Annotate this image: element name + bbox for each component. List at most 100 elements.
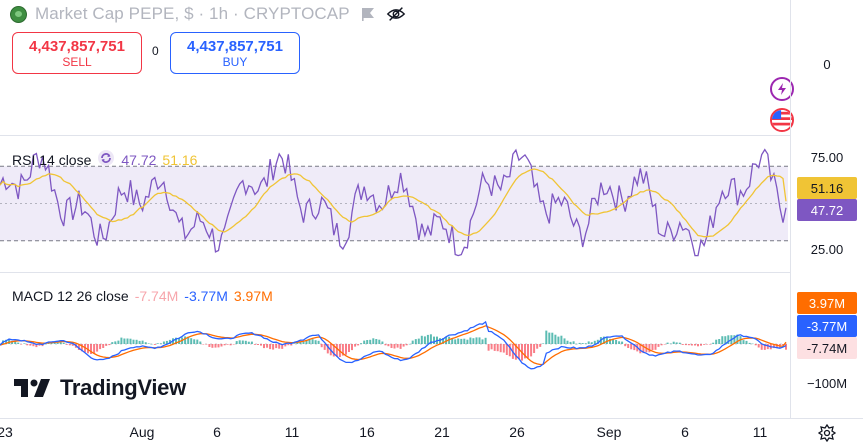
histogram-bar (408, 343, 411, 345)
histogram-bar (439, 338, 441, 344)
histogram-bar (466, 339, 469, 344)
histogram-bar (269, 344, 272, 350)
histogram-bar (220, 344, 223, 347)
tradingview-text: TradingView (60, 375, 186, 400)
xtick-26: 26 (509, 424, 525, 440)
histogram-bar (11, 341, 14, 344)
refresh-icon[interactable] (97, 149, 115, 170)
xtick-16: 16 (359, 424, 375, 440)
xtick-11: 11 (284, 424, 300, 440)
histogram-bar (757, 344, 760, 348)
histogram-bar (296, 342, 299, 344)
lightning-icon[interactable] (770, 77, 794, 101)
histogram-bar (451, 338, 454, 344)
buy-price: 4,437,857,751 (187, 37, 283, 55)
main-scale-zero: 0 (823, 57, 831, 72)
sell-label: SELL (62, 54, 92, 69)
histogram-bar (50, 342, 53, 344)
histogram-bar (709, 344, 712, 345)
histogram-bar (572, 341, 575, 344)
histogram-bar (199, 341, 202, 344)
sell-price: 4,437,857,751 (29, 37, 125, 55)
rsi-title: RSI 14 close (12, 151, 92, 168)
histogram-bar (703, 344, 706, 345)
histogram-bar (235, 341, 238, 344)
histogram-bar (602, 336, 605, 344)
histogram-bar (654, 344, 657, 350)
histogram-bar (533, 344, 536, 353)
histogram-bar (369, 339, 372, 344)
histogram-bar (360, 343, 363, 344)
histogram-bar (117, 340, 120, 344)
histogram-bar (29, 344, 32, 346)
histogram-bar (341, 344, 344, 356)
histogram-bar (487, 344, 490, 351)
histogram-bar (311, 339, 314, 344)
histogram-bar (642, 344, 645, 354)
histogram-bar (782, 344, 784, 346)
histogram-bar (624, 344, 627, 347)
histogram-bar (499, 344, 502, 353)
histogram-bar (593, 340, 596, 344)
rsi-value: 47.72 (121, 151, 157, 168)
histogram-bar (281, 344, 284, 349)
us-flag-icon[interactable] (770, 108, 794, 132)
histogram-bar (578, 342, 581, 344)
xtick-6: 6 (213, 424, 221, 440)
histogram-bar (187, 336, 190, 344)
histogram-bar (694, 344, 696, 346)
histogram-bar (141, 340, 144, 344)
macd-title: MACD 12 26 close (12, 288, 129, 304)
tradingview-logo[interactable]: TradingView (14, 375, 186, 401)
histogram-bar (272, 344, 275, 350)
histogram-bar (760, 344, 763, 350)
flag-icon[interactable] (358, 4, 378, 24)
histogram-bar (785, 344, 787, 350)
histogram-bar (357, 344, 360, 346)
histogram-bar (5, 339, 8, 344)
histogram-bar (687, 344, 690, 346)
histogram-bar (733, 335, 736, 344)
histogram-bar (657, 344, 660, 347)
histogram-bar (496, 344, 499, 352)
histogram-bar (144, 342, 147, 344)
rsi-tick-75: 75.00 (810, 150, 844, 165)
hide-eye-icon[interactable] (386, 4, 406, 24)
rsi-badge: 47.72 (797, 199, 857, 221)
histogram-bar (211, 344, 214, 348)
histogram-bar (411, 340, 414, 344)
histogram-bar (345, 344, 347, 355)
histogram-bar (575, 343, 578, 345)
histogram-bar (581, 343, 584, 344)
histogram-bar (706, 344, 709, 345)
macd-value: -3.77M (184, 288, 228, 304)
histogram-bar (260, 344, 262, 346)
symbol-title[interactable]: Market Cap PEPE, $ · 1h · CRYPTOCAP (35, 4, 350, 23)
histogram-bar (32, 344, 35, 347)
histogram-bar (53, 342, 56, 344)
sell-button[interactable]: 4,437,857,751 SELL (12, 32, 142, 74)
rsi-legend[interactable]: RSI 14 close 47.72 51.16 (12, 149, 197, 170)
histogram-bar (44, 343, 47, 345)
histogram-bar (217, 344, 220, 348)
histogram-bar (569, 341, 572, 344)
histogram-bar (26, 344, 29, 346)
settings-gear-icon[interactable] (817, 423, 837, 447)
histogram-bar (563, 338, 566, 344)
histogram-bar (223, 344, 226, 346)
xtick-aug: Aug (129, 424, 155, 440)
histogram-bar (423, 336, 426, 344)
histogram-bar (539, 344, 542, 347)
histogram-bar (700, 344, 702, 346)
histogram-bar (690, 344, 693, 346)
rsi-band-fill (0, 166, 788, 241)
histogram-bar (80, 344, 83, 352)
histogram-bar (305, 339, 308, 344)
buy-label: BUY (222, 54, 248, 69)
buy-button[interactable]: 4,437,857,751 BUY (170, 32, 300, 74)
histogram-bar (150, 343, 153, 345)
histogram-bar (96, 344, 99, 352)
macd-legend[interactable]: MACD 12 26 close -7.74M -3.77M 3.97M (12, 288, 273, 304)
histogram-bar (493, 344, 496, 351)
